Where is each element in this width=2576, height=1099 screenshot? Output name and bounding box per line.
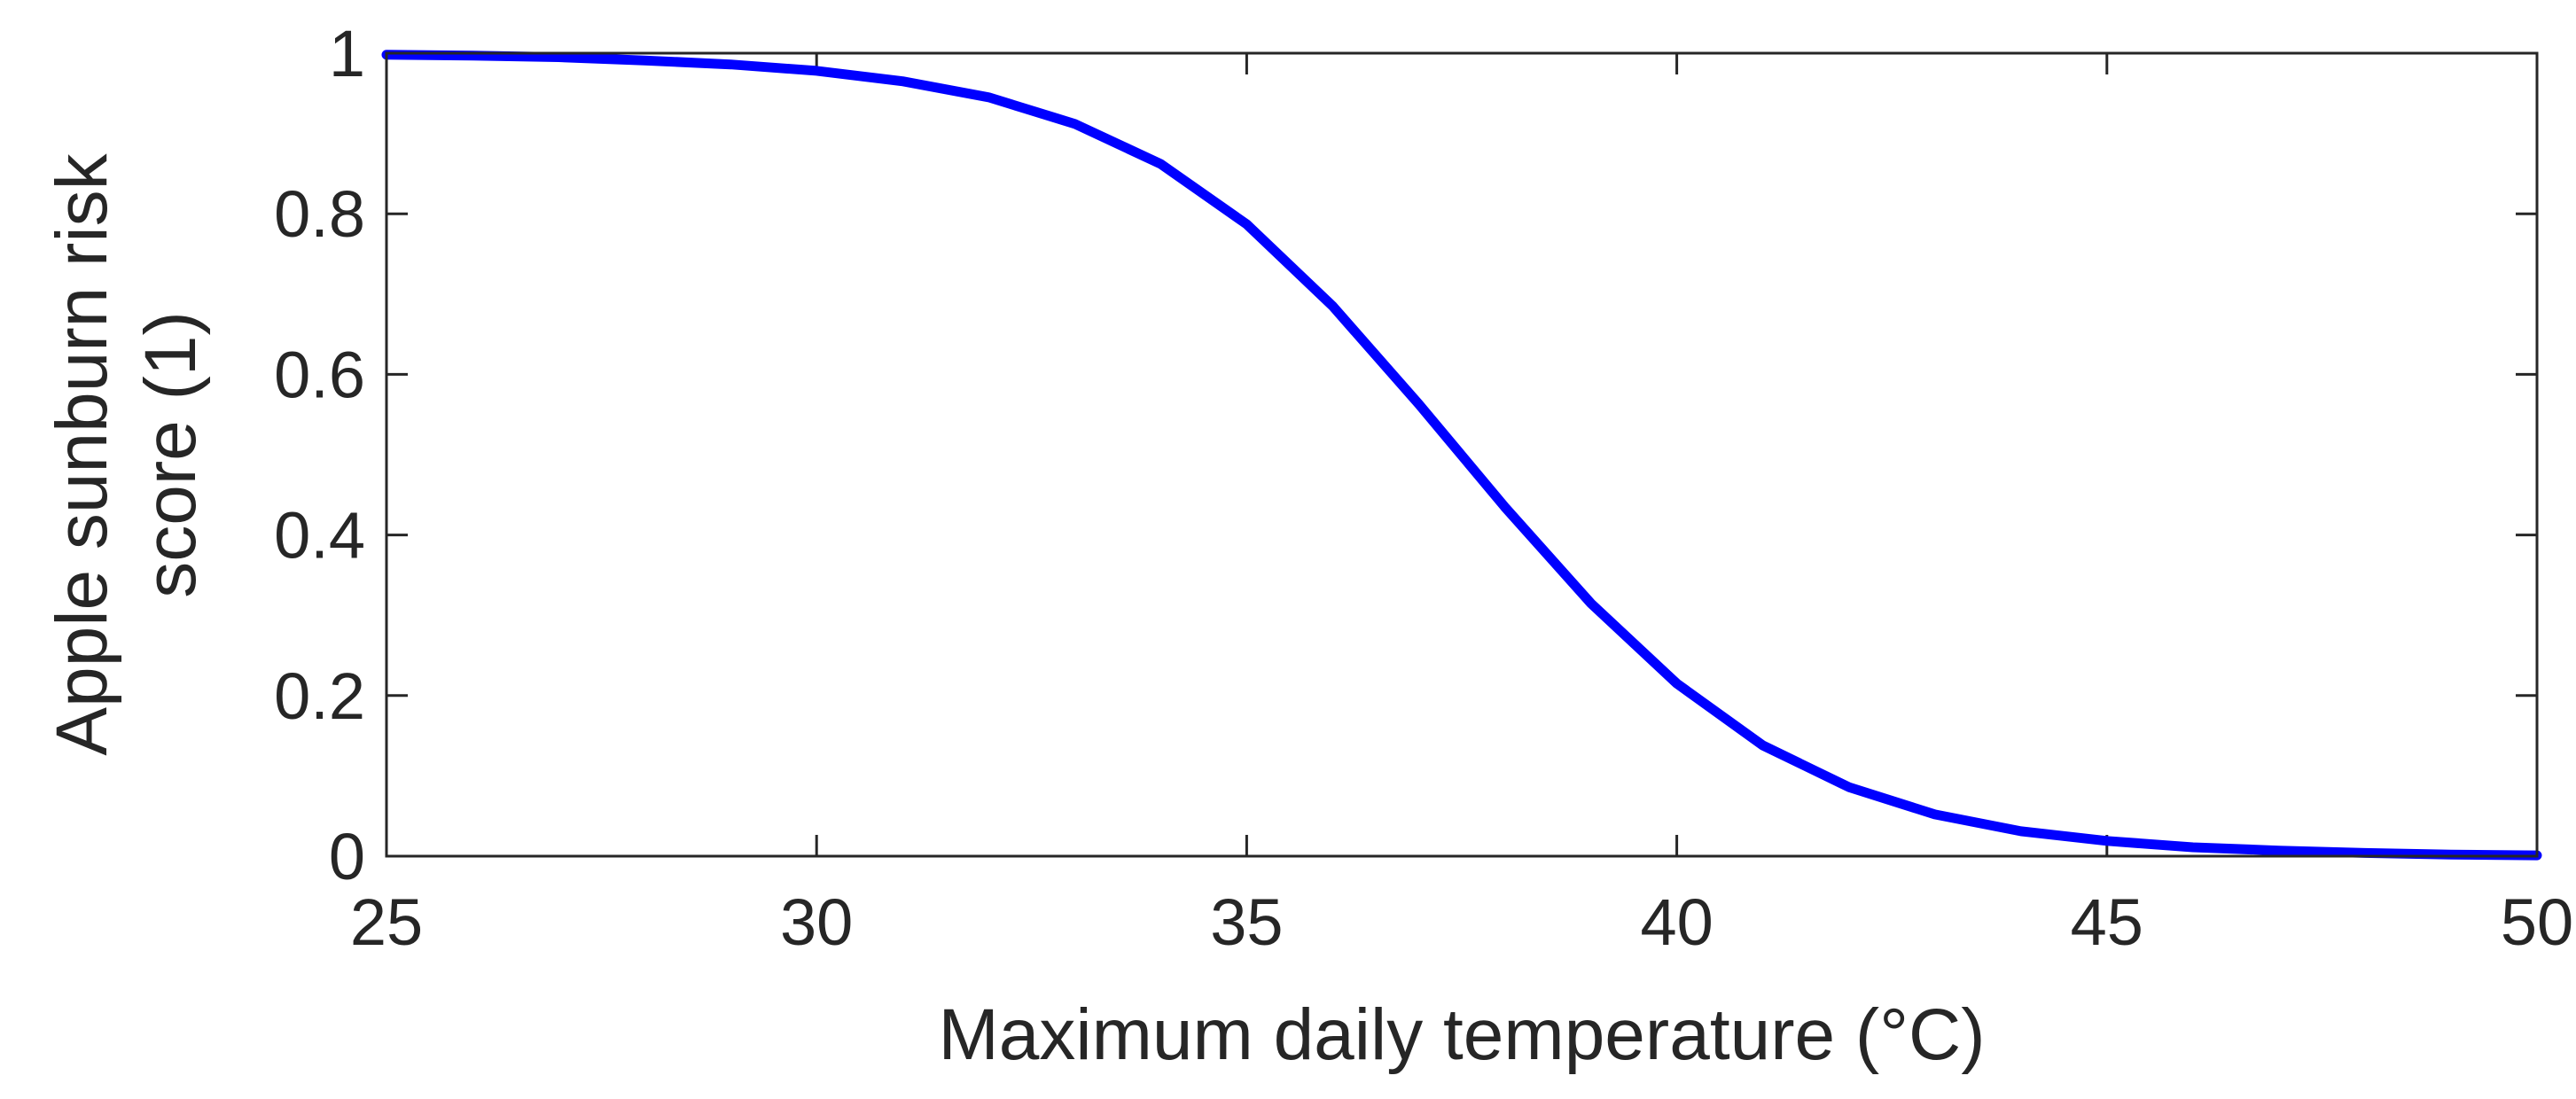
x-tick-label: 45 xyxy=(2071,885,2143,959)
x-tick-label: 50 xyxy=(2501,885,2573,959)
y-axis-title-line-2: score (1) xyxy=(130,311,211,598)
plot-frame xyxy=(385,51,2539,858)
y-tick-label: 0.8 xyxy=(274,177,365,251)
x-tick-label: 40 xyxy=(1640,885,1713,959)
y-axis-title-line-1: Apple sunburn risk xyxy=(42,152,122,755)
y-tick-label: 0.6 xyxy=(274,338,365,411)
series-line xyxy=(381,50,2542,861)
x-tick-label: 35 xyxy=(1210,885,1283,959)
x-tick-label: 30 xyxy=(780,885,853,959)
y-tick-label: 1 xyxy=(329,17,365,90)
x-axis-title: Maximum daily temperature (°C) xyxy=(938,994,1985,1075)
y-tick-label: 0.4 xyxy=(274,499,365,573)
x-tick-label: 25 xyxy=(350,885,423,959)
y-tick-label: 0.2 xyxy=(274,659,365,733)
axis-tick-labels: 25 30 35 40 45 50 0 0.2 0.4 0.6 0.8 1 xyxy=(274,17,2573,959)
y-tick-label: 0 xyxy=(329,820,365,893)
